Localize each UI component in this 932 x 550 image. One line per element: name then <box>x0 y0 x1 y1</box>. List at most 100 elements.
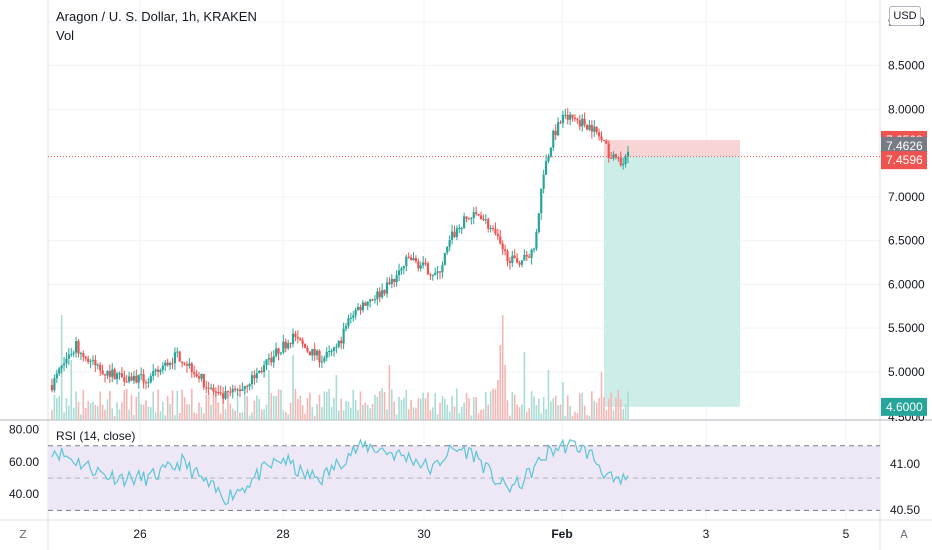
volume-bar-59 <box>193 412 195 420</box>
time-tick-label-5: 5 <box>843 527 850 541</box>
volume-bar-154 <box>422 392 424 420</box>
candle-body-111 <box>318 350 321 363</box>
volume-bar-31 <box>125 388 128 420</box>
candle-body-9 <box>72 352 75 354</box>
candle-body-193 <box>516 258 519 263</box>
volume-bar-138 <box>383 392 386 420</box>
price-tick-label-2: 8.0000 <box>888 102 925 116</box>
volume-bar-37 <box>140 404 142 420</box>
volume-bar-66 <box>210 404 212 420</box>
volume-bar-53 <box>178 412 181 420</box>
volume-bar-175 <box>472 397 475 420</box>
volume-bar-2 <box>56 398 58 420</box>
rsi-right-label-0: 41.00 <box>890 457 920 471</box>
candle-body-22 <box>103 374 107 376</box>
volume-bar-218 <box>576 413 579 420</box>
candle-body-132 <box>369 299 372 302</box>
candle-body-61 <box>197 376 201 379</box>
volume-bar-21 <box>101 404 104 420</box>
volume-bar-165 <box>448 411 451 420</box>
candle-body-67 <box>212 387 215 392</box>
volume-bar-159 <box>434 392 436 420</box>
candle-body-127 <box>356 307 360 310</box>
volume-bar-49 <box>169 403 171 420</box>
candle-body-52 <box>176 351 179 353</box>
candle-body-64 <box>205 387 208 389</box>
candle-body-133 <box>371 299 374 301</box>
candle-body-82 <box>248 384 251 387</box>
candle-body-158 <box>431 275 434 277</box>
zoom-button[interactable]: Z <box>19 527 27 541</box>
candle-body-58 <box>190 363 193 373</box>
volume-bar-98 <box>287 414 289 420</box>
volume-bar-142 <box>393 401 396 420</box>
volume-bar-210 <box>557 405 559 420</box>
auto-scale-button[interactable]: A <box>900 527 908 541</box>
candle-body-14 <box>84 356 87 359</box>
candle-body-27 <box>115 373 119 380</box>
candle-body-20 <box>99 364 102 371</box>
volume-bar-78 <box>239 412 241 420</box>
candle-body-2 <box>55 373 58 379</box>
candle-body-6 <box>65 358 68 364</box>
volume-bar-55 <box>183 397 186 420</box>
volume-bar-52 <box>176 390 179 420</box>
volume-label: Vol <box>56 28 75 43</box>
candle-body-34 <box>132 375 136 381</box>
volume-bar-198 <box>528 408 530 420</box>
candle-body-77 <box>236 389 239 391</box>
volume-bar-201 <box>535 405 538 420</box>
volume-bar-207 <box>550 401 552 420</box>
candle-body-104 <box>301 340 304 345</box>
candle-body-209 <box>554 130 557 136</box>
candle-body-93 <box>275 348 278 357</box>
candle-body-180 <box>484 219 487 221</box>
candle-body-234 <box>614 154 618 158</box>
volume-bar-19 <box>96 406 99 420</box>
candle-body-25 <box>111 369 114 377</box>
volume-bar-124 <box>350 407 352 420</box>
candle-body-141 <box>390 278 393 285</box>
volume-bar-89 <box>265 404 268 420</box>
candle-body-118 <box>335 346 338 348</box>
candle-body-149 <box>409 257 413 261</box>
volume-bar-80 <box>244 390 246 420</box>
volume-bar-47 <box>164 415 167 420</box>
candle-body-147 <box>405 256 408 267</box>
volume-bar-133 <box>371 403 374 420</box>
volume-bar-155 <box>424 398 427 420</box>
candle-body-173 <box>467 218 471 220</box>
volume-bar-225 <box>593 400 596 420</box>
volume-bar-13 <box>82 390 85 420</box>
time-tick-label-0: 26 <box>133 527 147 541</box>
candle-body-88 <box>262 365 266 373</box>
volume-bar-150 <box>412 407 415 420</box>
currency-button[interactable]: USD <box>889 6 921 26</box>
volume-bar-146 <box>403 397 405 420</box>
volume-bar-166 <box>451 395 453 420</box>
candle-body-199 <box>530 249 533 258</box>
candle-body-89 <box>265 359 268 366</box>
volume-bar-84 <box>253 400 256 420</box>
volume-bar-56 <box>186 404 188 420</box>
volume-bar-79 <box>241 412 244 420</box>
volume-bar-136 <box>378 391 381 420</box>
rsi-line <box>51 438 629 506</box>
rsi-right-label-1: 40.50 <box>890 503 920 517</box>
volume-bar-168 <box>456 388 458 420</box>
volume-bar-1 <box>53 394 56 420</box>
candle-body-114 <box>325 351 328 358</box>
volume-bar-109 <box>313 415 316 420</box>
volume-bar-189 <box>506 400 509 420</box>
candle-body-163 <box>443 252 446 265</box>
volume-bar-43 <box>154 412 157 420</box>
candle-body-62 <box>200 373 203 379</box>
volume-bar-75 <box>231 408 234 420</box>
candle-body-4 <box>60 365 63 369</box>
volume-bar-107 <box>309 392 311 420</box>
rsi-tick-label-0: 80.00 <box>9 423 39 437</box>
candle-body-181 <box>487 219 490 229</box>
volume-bar-130 <box>364 402 367 420</box>
candle-body-37 <box>140 374 143 376</box>
